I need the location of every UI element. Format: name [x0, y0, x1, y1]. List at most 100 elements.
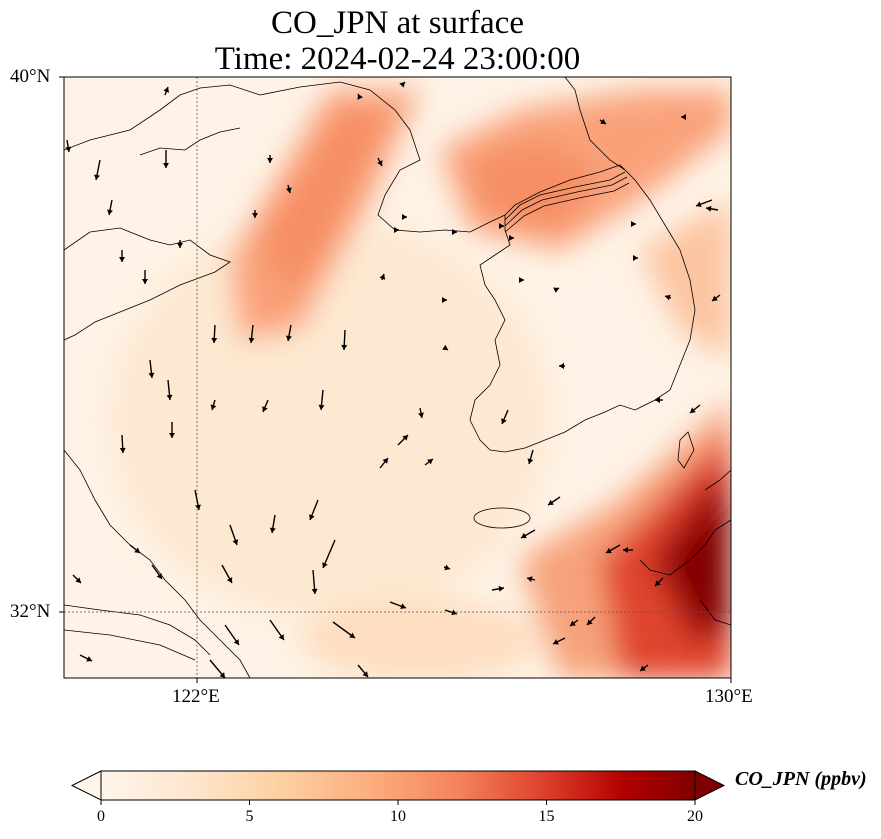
border-lines: [504, 171, 630, 233]
map-frame: [63, 76, 732, 679]
wind-arrow: [79, 654, 93, 662]
wind-arrow: [267, 155, 273, 163]
wind-arrow: [520, 529, 536, 539]
wind-arrow: [322, 539, 336, 569]
wind-arrow: [379, 273, 386, 281]
wind-arrow: [389, 601, 407, 610]
wind-arrow: [655, 397, 663, 403]
wind-arrow: [379, 457, 389, 469]
wind-arrow: [491, 585, 505, 592]
lat-label-40n: 40°N: [10, 66, 51, 87]
colorbar-label: CO_JPN (ppbv): [735, 768, 867, 790]
wind-arrow: [501, 409, 509, 425]
wind-arrow: [526, 576, 536, 583]
wind-arrow: [285, 324, 292, 342]
wind-arrow: [444, 609, 458, 616]
wind-arrow: [553, 287, 560, 293]
wind-arrow: [377, 157, 383, 167]
wind-arrow: [285, 184, 292, 194]
wind-arrow: [151, 564, 163, 580]
wind-arrow: [229, 524, 239, 546]
wind-arrow: [341, 329, 348, 351]
axis-ticks: [59, 76, 732, 683]
wind-arrow: [318, 389, 325, 411]
wind-arrow: [119, 434, 126, 454]
wind-arrow: [399, 81, 406, 88]
wind-arrow: [221, 564, 233, 584]
wind-arrow: [332, 621, 356, 639]
wind-arrow: [547, 496, 561, 506]
wind-arrow: [569, 619, 579, 627]
colorbar-tick-10: 10: [390, 808, 406, 825]
wind-arrow: [711, 294, 721, 302]
wind-arrow: [519, 277, 524, 283]
wind-arrow: [664, 294, 672, 301]
wind-arrow: [689, 404, 701, 414]
wind-arrow: [169, 422, 175, 438]
wind-arrow: [654, 577, 664, 587]
wind-arrow: [509, 235, 514, 241]
wind-arrow: [402, 214, 407, 220]
wind-arrow: [252, 210, 258, 218]
colorbar-tick-20: 20: [687, 808, 703, 825]
wind-arrow: [397, 434, 409, 446]
wind-arrow: [148, 359, 155, 379]
wind-arrow: [631, 221, 636, 227]
wind-arrow: [527, 449, 534, 465]
colorbar-max-extension: [694, 770, 726, 801]
wind-arrow: [177, 240, 183, 248]
wind-arrow: [633, 255, 638, 261]
wind-arrow: [163, 150, 169, 168]
wind-arrow: [443, 564, 451, 571]
colorbar-tick-5: 5: [245, 808, 254, 825]
wind-arrow: [418, 407, 424, 419]
lon-label-122e: 122°E: [172, 686, 220, 707]
colorbar: [70, 770, 726, 805]
wind-arrow: [163, 86, 170, 96]
lat-label-32n: 32°N: [10, 601, 51, 622]
wind-arrow: [210, 399, 217, 411]
wind-arrow: [681, 114, 686, 120]
wind-arrow: [357, 93, 363, 100]
wind-arrow: [94, 159, 101, 181]
wind-arrow: [209, 659, 226, 678]
colorbar-tick-0: 0: [97, 808, 105, 825]
wind-arrow: [394, 227, 399, 233]
wind-arrow: [65, 139, 72, 153]
wind-arrow: [211, 324, 218, 344]
wind-arrow: [129, 544, 141, 554]
wind-arrow: [705, 205, 719, 212]
coastlines: [64, 77, 731, 678]
wind-arrow: [194, 489, 201, 511]
wind-arrow: [442, 344, 449, 351]
lon-label-130e: 130°E: [705, 686, 753, 707]
wind-arrow: [262, 399, 269, 413]
colorbar-tick-15: 15: [538, 808, 555, 825]
wind-vectors: [65, 81, 721, 678]
wind-arrow: [269, 514, 276, 534]
wind-arrow: [166, 379, 173, 401]
map-title-line2: Time: 2024-02-24 23:00:00: [214, 41, 581, 77]
wind-arrow: [552, 637, 566, 645]
wind-arrow: [623, 547, 633, 553]
wind-arrow: [452, 229, 457, 235]
gridlines: [64, 77, 731, 678]
wind-arrow: [424, 458, 434, 466]
wind-arrow: [269, 619, 285, 641]
wind-arrow: [309, 499, 319, 521]
wind-arrow: [248, 324, 255, 344]
concentration-field: [64, 77, 731, 678]
wind-arrow: [559, 363, 565, 369]
wind-arrow: [639, 664, 649, 672]
colorbar-min-extension: [70, 770, 102, 801]
colorbar-body: [101, 771, 695, 800]
wind-arrow: [357, 664, 369, 678]
wind-arrow: [224, 624, 240, 646]
wind-arrow: [442, 297, 447, 303]
wind-arrow: [599, 118, 607, 125]
wind-arrow: [72, 574, 82, 584]
map-title-line1: CO_JPN at surface: [271, 5, 524, 41]
wind-arrow: [695, 199, 713, 208]
wind-arrow: [107, 199, 113, 216]
